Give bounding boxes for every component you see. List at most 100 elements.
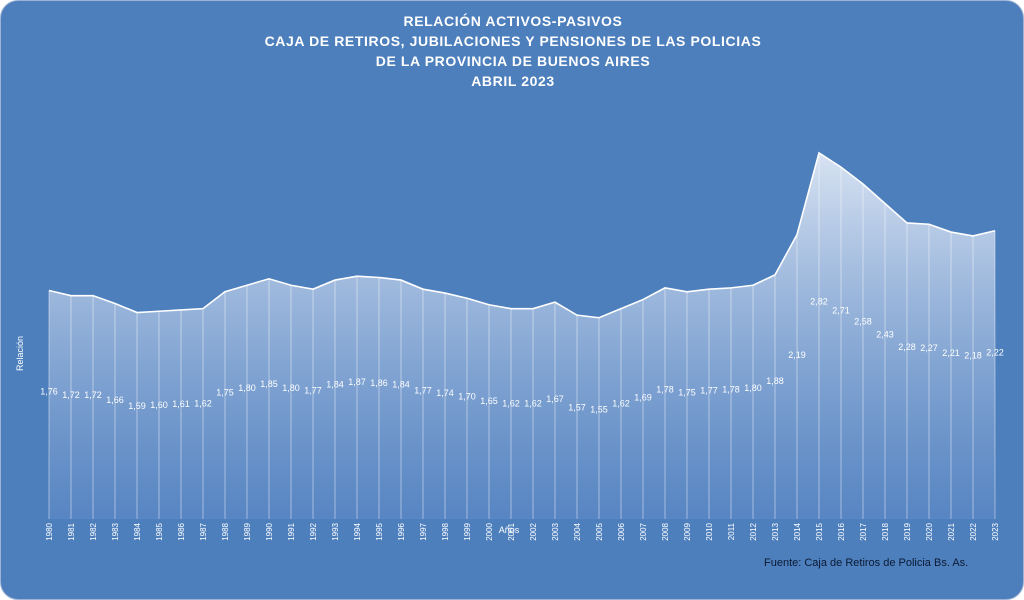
x-tick-label: 2014 (793, 522, 802, 540)
x-tick-label: 1997 (419, 522, 428, 540)
x-tick-label: 1981 (67, 522, 76, 540)
chart-title: RELACIÓN ACTIVOS-PASIVOS CAJA DE RETIROS… (1, 11, 1023, 91)
data-label: 1,55 (590, 404, 608, 414)
data-label: 2,22 (986, 347, 1004, 357)
x-tick-label: 2008 (661, 522, 670, 540)
data-label: 1,74 (436, 388, 454, 398)
data-label: 1,66 (106, 395, 124, 405)
x-tick-label: 2019 (903, 522, 912, 540)
data-label: 1,78 (656, 385, 674, 395)
x-tick-label: 2018 (881, 522, 890, 540)
x-tick-label: 1980 (45, 522, 54, 540)
x-tick-label: 2003 (551, 522, 560, 540)
x-tick-label: 1999 (463, 522, 472, 540)
title-line-1: RELACIÓN ACTIVOS-PASIVOS (403, 13, 623, 29)
x-tick-label: 2009 (683, 522, 692, 540)
x-tick-label: 1988 (221, 522, 230, 540)
data-label: 1,84 (392, 380, 410, 390)
title-line-3: DE LA PROVINCIA DE BUENOS AIRES (375, 53, 651, 69)
x-tick-label: 1985 (155, 522, 164, 540)
data-label: 1,75 (216, 387, 234, 397)
x-tick-label: 2004 (573, 522, 582, 540)
data-label: 1,77 (700, 386, 718, 396)
data-label: 1,88 (766, 376, 784, 386)
data-label: 1,77 (304, 386, 322, 396)
data-label: 2,82 (810, 296, 828, 306)
series-line (48, 151, 996, 319)
x-tick-label: 2012 (749, 522, 758, 540)
data-label: 1,84 (326, 380, 344, 390)
x-tick-label: 2001 (507, 522, 516, 540)
area-fill (49, 152, 995, 519)
x-tick-label: 1987 (199, 522, 208, 540)
x-tick-label: 2015 (815, 522, 824, 540)
data-label: 1,57 (568, 403, 586, 413)
x-tick-label: 1989 (243, 522, 252, 540)
data-label: 1,80 (282, 383, 300, 393)
data-label: 1,78 (722, 385, 740, 395)
x-tick-label: 1994 (353, 522, 362, 540)
data-label: 2,28 (898, 342, 916, 352)
data-label: 2,19 (788, 350, 806, 360)
x-tick-label: 1995 (375, 522, 384, 540)
data-label: 2,18 (964, 351, 982, 361)
data-label: 1,87 (348, 377, 366, 387)
x-tick-label: 1986 (177, 522, 186, 540)
x-tick-label: 2000 (485, 522, 494, 540)
title-line-4: ABRIL 2023 (471, 73, 555, 89)
x-tick-label: 2006 (617, 522, 626, 540)
x-tick-label: 2021 (947, 522, 956, 540)
x-tick-label: 2022 (969, 522, 978, 540)
x-tick-label: 2007 (639, 522, 648, 540)
x-tick-label: 2017 (859, 522, 868, 540)
data-label: 1,62 (502, 398, 520, 408)
data-label: 1,62 (612, 398, 630, 408)
x-tick-label: 2002 (529, 522, 538, 540)
data-label: 1,62 (524, 398, 542, 408)
data-label: 2,43 (876, 329, 894, 339)
x-tick-label: 1996 (397, 522, 406, 540)
x-tick-label: 2005 (595, 522, 604, 540)
x-axis-label: Años (499, 525, 520, 535)
x-tick-label: 2016 (837, 522, 846, 540)
data-label: 1,75 (678, 387, 696, 397)
title-line-2: CAJA DE RETIROS, JUBILACIONES Y PENSIONE… (264, 33, 762, 49)
x-tick-label: 2023 (991, 522, 1000, 540)
data-label: 1,80 (744, 383, 762, 393)
x-tick-label: 1993 (331, 522, 340, 540)
data-label: 1,77 (414, 386, 432, 396)
data-label: 1,72 (62, 390, 80, 400)
data-label: 1,67 (546, 394, 564, 404)
x-tick-label: 2011 (727, 522, 736, 540)
data-label: 1,62 (194, 398, 212, 408)
x-tick-label: 2020 (925, 522, 934, 540)
data-label: 2,21 (942, 348, 960, 358)
x-tick-label: 1983 (111, 522, 120, 540)
x-tick-label: 1982 (89, 522, 98, 540)
data-label: 1,59 (128, 401, 146, 411)
source-note: Fuente: Caja de Retiros de Policia Bs. A… (764, 557, 969, 569)
y-axis-label: Relación (15, 335, 25, 371)
data-label: 1,85 (260, 379, 278, 389)
data-label: 2,27 (920, 343, 938, 353)
data-label: 1,61 (172, 399, 190, 409)
data-label: 1,60 (150, 400, 168, 410)
data-label: 1,86 (370, 378, 388, 388)
x-tick-label: 1984 (133, 522, 142, 540)
data-label: 1,65 (480, 396, 498, 406)
data-label: 2,71 (832, 306, 850, 316)
data-label: 1,72 (84, 390, 102, 400)
x-tick-label: 2013 (771, 522, 780, 540)
x-tick-label: 1998 (441, 522, 450, 540)
data-label: 2,58 (854, 317, 872, 327)
data-label: 1,80 (238, 383, 256, 393)
x-tick-label: 1992 (309, 522, 318, 540)
data-label: 1,70 (458, 392, 476, 402)
x-tick-label: 1990 (265, 522, 274, 540)
x-tick-label: 2010 (705, 522, 714, 540)
data-label: 1,76 (40, 386, 58, 396)
x-tick-label: 1991 (287, 522, 296, 540)
data-label: 1,69 (634, 392, 652, 402)
